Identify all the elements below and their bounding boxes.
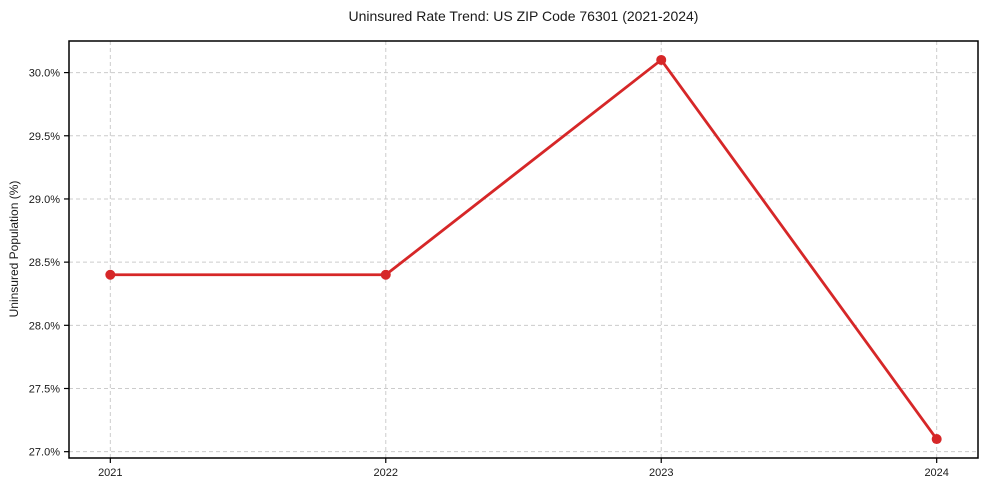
x-tick-label: 2024 (924, 467, 948, 479)
y-tick-label: 27.0% (29, 447, 60, 459)
y-tick-label: 28.5% (29, 257, 60, 269)
y-tick-label: 29.0% (29, 194, 60, 206)
x-tick-label: 2022 (374, 467, 398, 479)
data-point (931, 434, 942, 445)
y-tick-label: 27.5% (29, 384, 60, 396)
data-point (380, 269, 391, 280)
y-tick-label: 28.0% (29, 320, 60, 332)
data-point (105, 269, 116, 280)
x-tick-label: 2021 (98, 467, 122, 479)
x-tick-label: 2023 (649, 467, 673, 479)
plot-border (68, 40, 979, 459)
y-tick-label: 29.5% (29, 131, 60, 143)
y-tick-label: 30.0% (29, 68, 60, 80)
chart-title: Uninsured Rate Trend: US ZIP Code 76301 … (348, 8, 699, 24)
trend-line (108, 58, 939, 441)
data-point (656, 54, 667, 65)
